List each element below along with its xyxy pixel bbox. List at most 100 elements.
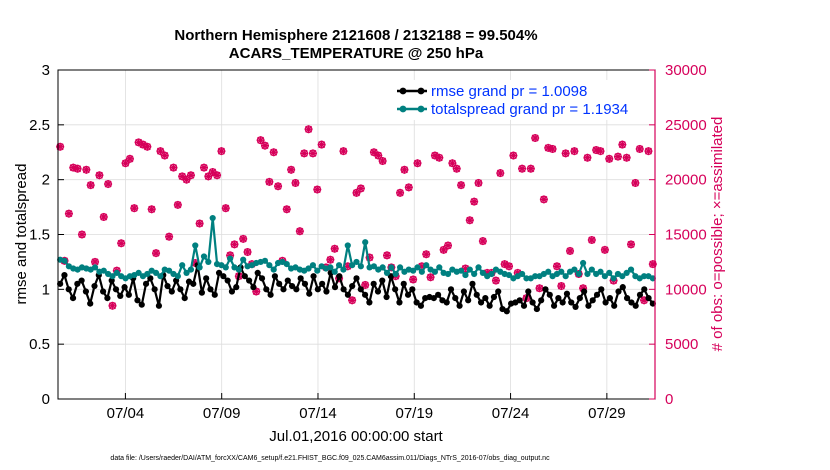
obs-assimilated-stroke — [361, 281, 369, 289]
rmse-point — [151, 286, 158, 293]
obs-assimilated-stroke — [579, 284, 587, 292]
rmse-point — [516, 297, 523, 304]
obs-assimilated-marker — [152, 249, 161, 258]
obs-assimilated-marker — [199, 163, 208, 172]
rmse-point — [430, 295, 437, 302]
rmse-point — [224, 277, 231, 284]
obs-assimilated-stroke — [549, 145, 557, 153]
x-axis-label: Jul.01,2016 00:00:00 start — [269, 428, 443, 445]
rmse-point — [280, 286, 287, 293]
obs-assimilated-stroke — [553, 262, 561, 270]
totalspread-point — [627, 266, 635, 273]
rmse-point — [593, 291, 601, 298]
x-tick-label: 07/09 — [203, 405, 241, 422]
obs-assimilated-marker — [587, 235, 596, 244]
obs-count-series — [56, 125, 657, 310]
obs-assimilated-marker — [73, 164, 82, 173]
rmse-point — [263, 286, 270, 293]
obs-assimilated-marker — [570, 147, 579, 156]
totalspread-point — [545, 268, 552, 275]
obs-assimilated-stroke — [562, 149, 570, 157]
obs-assimilated-marker — [195, 219, 204, 228]
rmse-point — [254, 269, 261, 276]
obs-assimilated-marker — [635, 144, 644, 153]
totalspread-point — [227, 255, 234, 262]
obs-assimilated-stroke — [636, 145, 644, 153]
obs-assimilated-marker — [82, 165, 91, 174]
totalspread-point — [266, 262, 273, 269]
obs-assimilated-stroke — [427, 273, 435, 281]
obs-assimilated-marker — [526, 164, 535, 173]
totalspread-point — [196, 264, 203, 271]
rmse-point — [117, 292, 124, 300]
rmse-point — [353, 275, 360, 282]
obs-assimilated-stroke — [95, 171, 103, 179]
totalspread-point — [335, 262, 343, 269]
obs-assimilated-marker — [130, 204, 139, 213]
obs-assimilated-stroke — [291, 179, 299, 187]
obs-assimilated-stroke — [479, 237, 487, 245]
totalspread-point — [444, 270, 452, 278]
rmse-point — [331, 284, 339, 291]
obs-assimilated-stroke — [126, 155, 134, 163]
obs-assimilated-marker — [465, 216, 474, 225]
obs-assimilated-marker — [213, 171, 222, 180]
obs-assimilated-marker — [178, 172, 187, 181]
obs-assimilated-marker — [596, 147, 605, 156]
rmse-point — [288, 282, 296, 290]
rmse-point — [374, 288, 382, 295]
y-left-tick-label: 3 — [42, 62, 50, 79]
totalspread-point — [109, 273, 116, 280]
totalspread-point — [436, 264, 443, 271]
rmse-point — [495, 288, 502, 295]
rmse-point — [164, 282, 171, 290]
obs-assimilated-marker — [518, 164, 527, 173]
y-axis-right-label: # of obs: o=possible; ×=assimilated — [709, 117, 726, 352]
obs-assimilated-stroke — [588, 236, 596, 244]
obs-assimilated-stroke — [169, 164, 177, 172]
rmse-point — [91, 282, 98, 290]
rmse-point — [74, 280, 81, 287]
obs-assimilated-stroke — [357, 184, 365, 192]
totalspread-point — [240, 256, 247, 263]
rmse-point — [602, 299, 609, 306]
rmse-point — [486, 302, 493, 309]
obs-assimilated-marker — [561, 149, 570, 158]
legend-spread-marker — [399, 105, 407, 113]
obs-assimilated-stroke — [475, 179, 483, 187]
rmse-point — [233, 284, 240, 291]
totalspread-point — [392, 270, 399, 278]
obs-assimilated-marker — [383, 251, 392, 260]
obs-assimilated-stroke — [466, 216, 474, 224]
obs-assimilated-marker — [86, 181, 95, 190]
totalspread-point — [166, 267, 173, 274]
obs-assimilated-stroke — [156, 147, 164, 155]
obs-assimilated-stroke — [409, 275, 417, 283]
rmse-point — [198, 289, 205, 296]
rmse-point — [383, 293, 390, 301]
totalspread-point — [309, 262, 317, 269]
rmse-point — [400, 280, 407, 287]
rmse-point — [65, 286, 72, 293]
rmse-point — [121, 284, 128, 291]
rmse-point — [379, 277, 386, 284]
rmse-point — [340, 286, 347, 293]
y-left-tick-label: 2 — [42, 172, 50, 189]
y-right-tick-label: 25000 — [665, 117, 707, 134]
obs-assimilated-stroke — [396, 189, 404, 197]
rmse-point — [563, 290, 571, 297]
totalspread-point — [562, 273, 569, 280]
rmse-point — [473, 291, 480, 298]
obs-assimilated-marker — [422, 250, 431, 259]
obs-assimilated-stroke — [165, 233, 173, 241]
obs-assimilated-stroke — [605, 155, 613, 163]
obs-assimilated-marker — [339, 147, 348, 156]
obs-assimilated-stroke — [300, 149, 308, 157]
obs-assimilated-stroke — [174, 201, 182, 209]
y-left-tick-label: 1.5 — [29, 227, 50, 244]
totalspread-point — [518, 270, 526, 278]
obs-assimilated-stroke — [270, 148, 278, 156]
obs-assimilated-stroke — [148, 205, 156, 213]
rmse-point — [168, 288, 175, 295]
obs-assimilated-stroke — [348, 296, 356, 304]
